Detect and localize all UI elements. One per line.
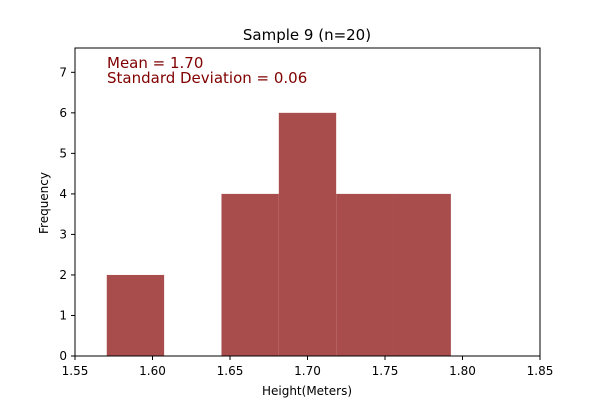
x-tick-label-5: 1.80 [449, 364, 476, 378]
x-axis-ticks: 1.55 1.60 1.65 1.70 1.75 1.80 1.85 [62, 356, 554, 378]
y-axis-label: Frequency [37, 172, 51, 234]
x-axis-label: Height(Meters) [262, 384, 352, 398]
y-tick-label-7: 7 [59, 65, 67, 79]
x-tick-label-3: 1.70 [294, 364, 321, 378]
y-tick-label-0: 0 [59, 349, 67, 363]
histogram-bars [106, 112, 451, 356]
mean-annotation: Mean = 1.70 [107, 54, 203, 72]
std-dev-annotation: Standard Deviation = 0.06 [107, 69, 307, 87]
y-tick-label-2: 2 [59, 268, 67, 282]
x-tick-label-4: 1.75 [372, 364, 399, 378]
histogram-bar-2 [221, 193, 279, 356]
y-tick-label-6: 6 [59, 106, 67, 120]
chart-title: Sample 9 (n=20) [243, 26, 371, 44]
x-tick-label-1: 1.60 [139, 364, 166, 378]
x-tick-label-6: 1.85 [527, 364, 554, 378]
x-tick-label-2: 1.65 [217, 364, 244, 378]
x-tick-label-0: 1.55 [62, 364, 89, 378]
y-tick-label-1: 1 [59, 308, 67, 322]
y-tick-label-4: 4 [59, 187, 67, 201]
histogram-bar-5 [393, 193, 451, 356]
histogram-bar-0 [106, 274, 165, 356]
histogram-bar-4 [336, 193, 394, 356]
y-tick-label-3: 3 [59, 227, 67, 241]
y-axis-ticks: 0 1 2 3 4 5 6 7 [59, 65, 75, 363]
y-tick-label-5: 5 [59, 146, 67, 160]
histogram-bar-3 [278, 112, 337, 356]
